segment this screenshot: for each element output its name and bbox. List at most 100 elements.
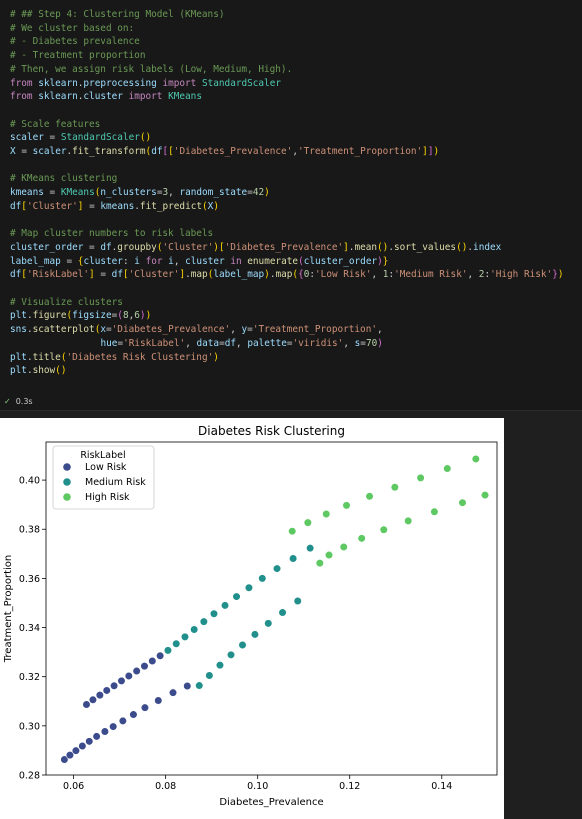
data-point xyxy=(471,454,480,464)
data-point xyxy=(65,750,75,760)
data-point xyxy=(322,509,331,519)
code-line[interactable]: sns.scatterplot(x='Diabetes_Prevalence',… xyxy=(10,324,383,336)
data-point xyxy=(205,671,214,680)
y-tick-label: 0.34 xyxy=(19,623,40,634)
code-line[interactable]: hue='RiskLabel', data=df, palette='virid… xyxy=(100,337,383,349)
y-tick-label: 0.28 xyxy=(19,771,40,782)
data-point xyxy=(220,601,230,610)
code-line[interactable]: from sklearn.preprocessing import Standa… xyxy=(10,77,281,89)
scatter-chart: 0.06 0.08 0.10 0.12 0.14 0.28 0.30 0.32 0.34 0.36… xyxy=(3,424,498,808)
data-point xyxy=(390,483,399,492)
data-point xyxy=(289,554,298,563)
data-point xyxy=(132,666,141,676)
code-line[interactable]: df['RiskLabel'] = df['Cluster'].map(labe… xyxy=(10,269,564,281)
execution-status: ✓ 0.3s xyxy=(4,397,33,406)
y-tick-label: 0.38 xyxy=(19,525,40,536)
data-point xyxy=(154,696,163,705)
data-point xyxy=(357,534,366,543)
data-point xyxy=(430,507,439,516)
code-line[interactable]: ​ xyxy=(10,214,564,228)
code-editor[interactable]: # ## Step 4: Clustering Model (KMeans) # … xyxy=(10,8,564,378)
legend-box xyxy=(52,445,155,510)
data-point xyxy=(85,737,94,746)
data-point xyxy=(129,710,138,719)
cell-output: 0.06 0.08 0.10 0.12 0.14 0.28 0.30 0.32 0.34 0.36… xyxy=(0,418,504,819)
code-line[interactable]: ​ xyxy=(10,282,564,296)
legend-marker xyxy=(63,463,71,471)
data-point xyxy=(124,671,133,681)
data-point xyxy=(215,661,225,670)
data-point xyxy=(88,695,98,704)
code-line[interactable]: # - Treatment proportion xyxy=(10,50,146,62)
code-line[interactable]: # Scale features xyxy=(10,118,101,130)
x-tick-label: 0.10 xyxy=(247,781,268,792)
code-line[interactable]: ​ xyxy=(10,159,564,173)
code-line[interactable]: # Map cluster numbers to risk labels xyxy=(10,228,214,240)
data-point xyxy=(226,650,236,659)
data-point xyxy=(168,688,178,697)
cell-divider xyxy=(0,410,582,411)
data-point xyxy=(183,681,192,691)
data-point xyxy=(293,596,302,606)
code-line[interactable]: cluster_order = df.groupby('Cluster')['D… xyxy=(10,241,502,253)
plot-frame xyxy=(45,441,498,776)
y-tick-label: 0.40 xyxy=(19,476,40,487)
code-line[interactable]: # We cluster based on: xyxy=(10,22,135,34)
plot-axes: 0.06 0.08 0.10 0.12 0.14 0.28 0.30 0.32 0.34 0.36… xyxy=(3,424,498,808)
x-tick-label: 0.06 xyxy=(63,781,84,792)
data-point xyxy=(195,681,204,690)
data-point xyxy=(238,640,247,650)
code-line[interactable]: kmeans = KMeans(n_clusters=3, random_sta… xyxy=(10,187,270,199)
data-point xyxy=(95,691,104,700)
data-point xyxy=(109,722,118,731)
x-tick-label: 0.12 xyxy=(339,781,360,792)
check-icon: ✓ xyxy=(4,397,11,406)
plot-points xyxy=(60,454,490,764)
data-point xyxy=(244,583,254,592)
data-point xyxy=(60,755,69,764)
data-point xyxy=(443,464,452,473)
code-line[interactable]: plt.figure(figsize=(8,6)) xyxy=(10,310,152,322)
y-axis-label: Treatment_Proportion xyxy=(3,555,14,663)
data-point xyxy=(315,559,324,568)
code-line[interactable]: label_map = {cluster: i for i, cluster i… xyxy=(10,255,389,267)
code-line[interactable]: X = scaler.fit_transform(df[['Diabetes_P… xyxy=(10,146,440,158)
code-line[interactable]: scaler = StandardScaler() xyxy=(10,132,152,144)
code-cell[interactable]: # ## Step 4: Clustering Model (KMeans) # … xyxy=(0,0,582,410)
execution-time: 0.3s xyxy=(15,397,33,406)
data-point xyxy=(78,741,87,751)
data-point xyxy=(102,686,111,695)
data-point xyxy=(209,609,219,618)
chart-title: Diabetes Risk Clustering xyxy=(198,424,345,438)
x-axis-label: Diabetes_Prevalence xyxy=(219,797,323,808)
data-point xyxy=(303,518,312,527)
legend-marker xyxy=(63,478,71,486)
code-line[interactable]: df['Cluster'] = kmeans.fit_predict(X) xyxy=(10,200,219,212)
code-line[interactable]: # Visualize clusters xyxy=(10,296,123,308)
data-point xyxy=(100,727,110,736)
data-point xyxy=(140,662,149,671)
code-line[interactable]: from sklearn.cluster import KMeans xyxy=(10,91,202,103)
legend-label: Low Risk xyxy=(85,462,127,473)
data-point xyxy=(92,732,101,741)
data-point xyxy=(272,564,282,573)
legend-title: RiskLabel xyxy=(80,450,125,461)
data-point xyxy=(71,746,81,755)
code-line[interactable]: # - Diabetes prevalence xyxy=(10,36,140,48)
data-point xyxy=(379,525,388,534)
data-point xyxy=(117,676,126,685)
code-line[interactable]: # KMeans clustering xyxy=(10,173,118,185)
y-tick-label: 0.36 xyxy=(19,574,40,585)
code-line[interactable]: plt.title('Diabetes Risk Clustering') xyxy=(10,351,219,363)
code-line[interactable]: # Then, we assign risk labels (Low, Medi… xyxy=(10,63,293,75)
data-point xyxy=(458,498,467,507)
data-point xyxy=(264,619,273,628)
code-line[interactable]: plt.show() xyxy=(10,365,67,377)
data-point xyxy=(140,703,150,712)
code-line[interactable]: # ## Step 4: Clustering Model (KMeans) xyxy=(10,9,225,20)
legend-label: Medium Risk xyxy=(85,477,146,488)
data-point xyxy=(172,639,181,648)
code-line[interactable]: ​ xyxy=(10,104,564,118)
data-point xyxy=(365,492,374,501)
